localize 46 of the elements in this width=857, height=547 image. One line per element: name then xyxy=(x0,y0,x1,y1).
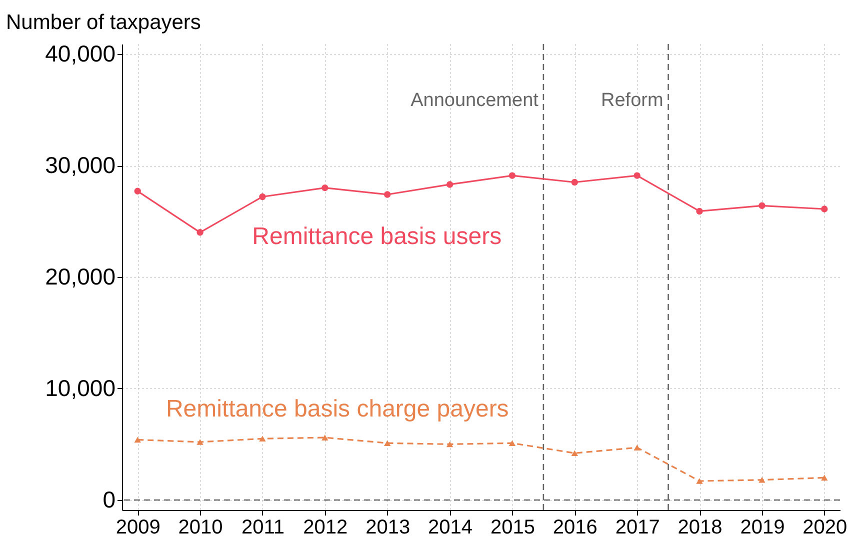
point xyxy=(384,191,391,198)
point xyxy=(696,478,703,484)
y-tick-label: 0 xyxy=(102,486,116,512)
point xyxy=(571,178,578,186)
x-tick-label: 2020 xyxy=(802,516,848,538)
y-tick-label: 40,000 xyxy=(45,40,116,67)
point xyxy=(696,208,703,215)
y-tick-label: 30,000 xyxy=(45,152,116,178)
point xyxy=(134,188,141,195)
ref-line-label: Announcement xyxy=(410,90,540,111)
x-tick-label: 2019 xyxy=(740,516,785,538)
x-tick-label: 2011 xyxy=(241,516,284,538)
series-label: Remittance basis users xyxy=(252,223,502,250)
x-tick-label: 2009 xyxy=(116,516,160,538)
ref-line-label: Reform xyxy=(601,90,664,111)
x-tick-label: 2015 xyxy=(490,516,535,538)
point xyxy=(634,172,640,179)
x-tick-label: 2017 xyxy=(615,516,660,538)
point xyxy=(634,444,640,450)
point xyxy=(508,440,516,446)
x-tick-label: 2012 xyxy=(303,516,348,538)
x-tick-label: 2013 xyxy=(366,516,410,538)
point xyxy=(821,474,828,481)
point xyxy=(758,476,766,483)
point xyxy=(446,181,454,188)
point xyxy=(134,436,141,443)
x-tick-label: 2016 xyxy=(552,516,598,538)
point xyxy=(446,441,454,448)
y-tick-label: 10,000 xyxy=(45,374,116,401)
x-tick-label: 2010 xyxy=(178,516,223,538)
point xyxy=(508,172,516,179)
point xyxy=(322,184,328,192)
point xyxy=(196,229,204,236)
point xyxy=(571,450,578,456)
point xyxy=(196,439,204,445)
point xyxy=(821,206,828,212)
point xyxy=(322,434,328,440)
y-tick-label: 20,000 xyxy=(45,264,116,290)
point xyxy=(259,436,266,442)
x-tick-label: 2018 xyxy=(678,516,722,538)
series-label: Remittance basis charge payers xyxy=(166,395,509,422)
point xyxy=(758,202,766,209)
point xyxy=(259,193,266,200)
point xyxy=(384,440,391,446)
x-tick-label: 2014 xyxy=(428,516,473,538)
y-axis-title: Number of taxpayers xyxy=(6,11,201,34)
